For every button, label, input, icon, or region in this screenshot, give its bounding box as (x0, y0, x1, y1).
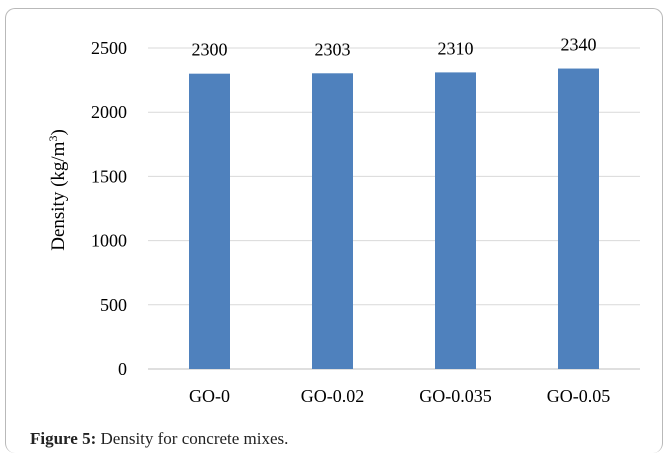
y-tick-label: 2000 (91, 102, 127, 122)
data-label: 2303 (315, 39, 351, 59)
x-tick-label: GO-0.02 (301, 386, 365, 406)
data-label: 2340 (561, 35, 597, 55)
caption-label: Figure 5: (30, 429, 97, 448)
x-tick-label: GO-0.05 (547, 386, 611, 406)
y-axis-label-close: ) (48, 129, 69, 135)
bar (435, 72, 476, 369)
y-tick-label: 2500 (91, 38, 127, 58)
x-tick-label: GO-0.035 (419, 386, 492, 406)
figure-frame (5, 8, 663, 453)
data-label: 2310 (438, 38, 474, 58)
y-tick-label: 500 (100, 295, 127, 315)
data-label: 2300 (192, 40, 228, 60)
data-labels: 2300 2303 2310 2340 (192, 35, 597, 60)
x-tick-label: GO-0 (189, 386, 230, 406)
y-tick-labels: 0 500 1000 1500 2000 2500 (91, 38, 127, 379)
x-tick-labels: GO-0 GO-0.02 GO-0.035 GO-0.05 (189, 386, 610, 406)
caption-text: Density for concrete mixes. (96, 429, 289, 448)
y-tick-label: 0 (118, 359, 127, 379)
y-tick-label: 1000 (91, 231, 127, 251)
y-axis-label-main: Density (kg/m (48, 141, 69, 250)
y-tick-label: 1500 (91, 166, 127, 186)
figure-caption: Figure 5: Density for concrete mixes. (30, 429, 288, 449)
bar-chart: 0 500 1000 1500 2000 2500 2300 2303 2310 2340 GO… (46, 35, 640, 406)
y-axis-label-superscript: 3 (46, 136, 60, 142)
bar (312, 73, 353, 369)
bars (189, 68, 599, 370)
bar (189, 73, 230, 370)
bar (558, 68, 599, 369)
y-axis-label: Density (kg/m3) (46, 129, 69, 251)
